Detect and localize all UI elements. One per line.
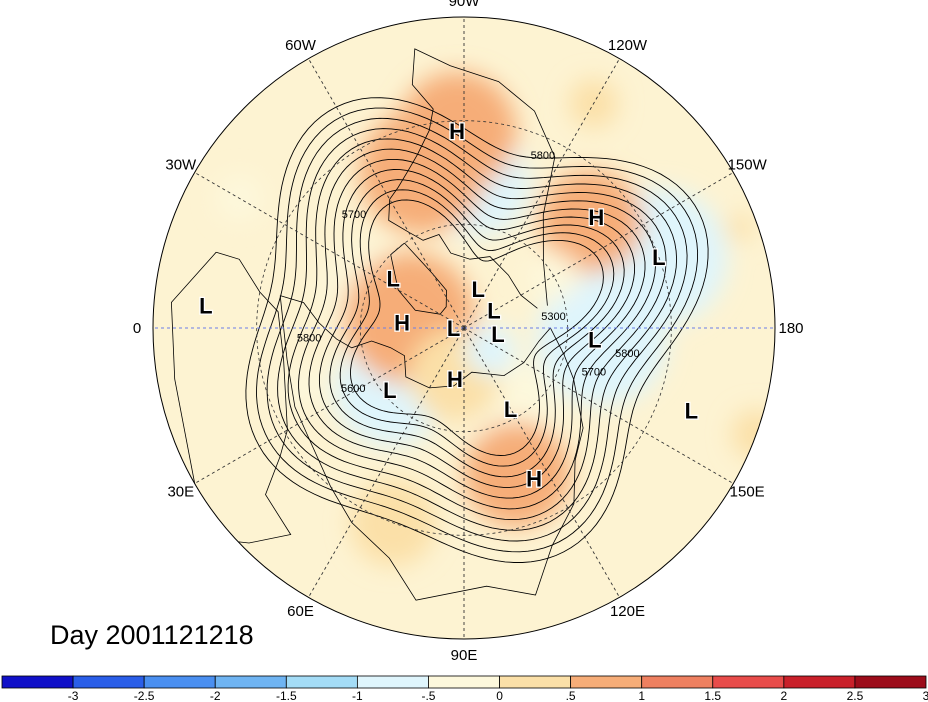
longitude-label: 120E [610, 603, 645, 620]
meridian-line [308, 58, 465, 329]
low-pressure-label: L [588, 327, 601, 352]
graticule [153, 17, 775, 639]
meridian-line [463, 172, 734, 329]
anomaly-blob [465, 324, 516, 376]
high-pressure-label: H [588, 205, 604, 230]
colorbar-swatch [1, 675, 74, 689]
colorbar-tick-label: -.5 [421, 689, 435, 702]
colorbar-tick-label: 1 [638, 689, 645, 702]
map-disc [153, 17, 775, 639]
colorbar-tick-label: 2 [781, 689, 788, 702]
meridian-line [463, 327, 734, 484]
low-pressure-label: L [487, 299, 500, 324]
anomaly-field [216, 71, 775, 567]
longitude-label: 180 [778, 320, 803, 337]
meridian-line [194, 172, 465, 329]
high-pressure-label: H [526, 466, 542, 491]
contour-label: 5800 [615, 348, 639, 360]
colorbar-tick-label: 3 [923, 689, 928, 702]
anomaly-blob [726, 214, 754, 241]
colorbar-swatch [499, 675, 572, 689]
anomaly-blob [280, 365, 324, 409]
longitude-label: 30W [165, 157, 197, 174]
colorbar-swatch [641, 675, 714, 689]
contour-label: 5800 [297, 333, 321, 345]
colorbar-swatch [783, 675, 856, 689]
colorbar-tick-label: -3 [68, 689, 79, 702]
colorbar-tick-label: .5 [566, 689, 576, 702]
low-pressure-label: L [199, 293, 212, 318]
high-pressure-label: H [394, 311, 410, 336]
longitude-label: 0 [133, 320, 141, 337]
colorbar-swatch [854, 675, 927, 689]
colorbar-tick-label: 1.5 [704, 689, 721, 702]
colorbar-tick-label: 0 [496, 689, 503, 702]
colorbar-tick-label: -1.5 [276, 689, 297, 702]
contour-labels: 5700 5800 5300 5600 5800 5700 5800 [297, 150, 640, 395]
map-boundary [152, 16, 776, 640]
longitude-label: 90E [451, 647, 478, 664]
anomaly-blob [464, 421, 570, 527]
longitude-label: 150W [728, 157, 768, 174]
colorbar-swatch [570, 675, 643, 689]
low-pressure-label: L [447, 316, 460, 341]
colorbar-swatch [214, 675, 287, 689]
longitude-label: 120W [608, 37, 648, 54]
colorbar-swatch [285, 675, 358, 689]
longitude-label: 30E [167, 484, 194, 501]
low-pressure-label: L [491, 322, 504, 347]
low-pressure-label: L [387, 266, 400, 291]
contour-label: 5300 [541, 311, 565, 323]
coastline [170, 251, 292, 544]
low-pressure-label: L [504, 397, 517, 422]
longitude-label: 150E [730, 484, 765, 501]
low-pressure-label: L [685, 399, 698, 424]
low-pressure-label: L [471, 277, 484, 302]
contour-label: 5600 [341, 383, 365, 395]
longitude-labels: 90E 60E 30E 0 30W 60W 90W 120W 150W 180 150E 120E [133, 0, 804, 664]
meridian-line [194, 327, 465, 484]
high-pressure-label: H [449, 119, 465, 144]
contour-label: 5800 [531, 150, 555, 162]
colorbar-tick-label: -2 [210, 689, 221, 702]
longitude-label: 90W [449, 0, 481, 10]
coastline [279, 295, 584, 601]
coastline [388, 48, 556, 309]
colorbar-swatch [428, 675, 500, 689]
longitude-label: 60W [285, 37, 317, 54]
colorbar-swatch [72, 675, 145, 689]
low-pressure-label: L [652, 245, 665, 270]
contour-label: 5700 [342, 209, 366, 221]
meridian-line [308, 327, 465, 598]
latitude-line [256, 120, 672, 536]
contour-label: 5700 [582, 366, 606, 378]
anomaly-blob [397, 71, 517, 191]
colorbar: -3 -2.5 -2 -1.5 -1 -.5 0 .5 1 1.5 2 2.5 3 [1, 675, 928, 702]
colorbar-tick-label: 2.5 [847, 689, 864, 702]
meridian-line [463, 58, 620, 329]
colorbar-swatch [143, 675, 216, 689]
colorbar-tick-label: -2.5 [134, 689, 155, 702]
longitude-label: 60E [287, 603, 314, 620]
coastline [390, 242, 447, 315]
high-pressure-label: H [447, 367, 463, 392]
meridian-line [463, 327, 620, 598]
colorbar-tick-label: -1 [352, 689, 363, 702]
colorbar-swatch [356, 675, 429, 689]
day-label: Day 2001121218 [50, 620, 254, 650]
low-pressure-label: L [383, 378, 396, 403]
coastlines [170, 48, 584, 601]
colorbar-swatch [712, 675, 785, 689]
